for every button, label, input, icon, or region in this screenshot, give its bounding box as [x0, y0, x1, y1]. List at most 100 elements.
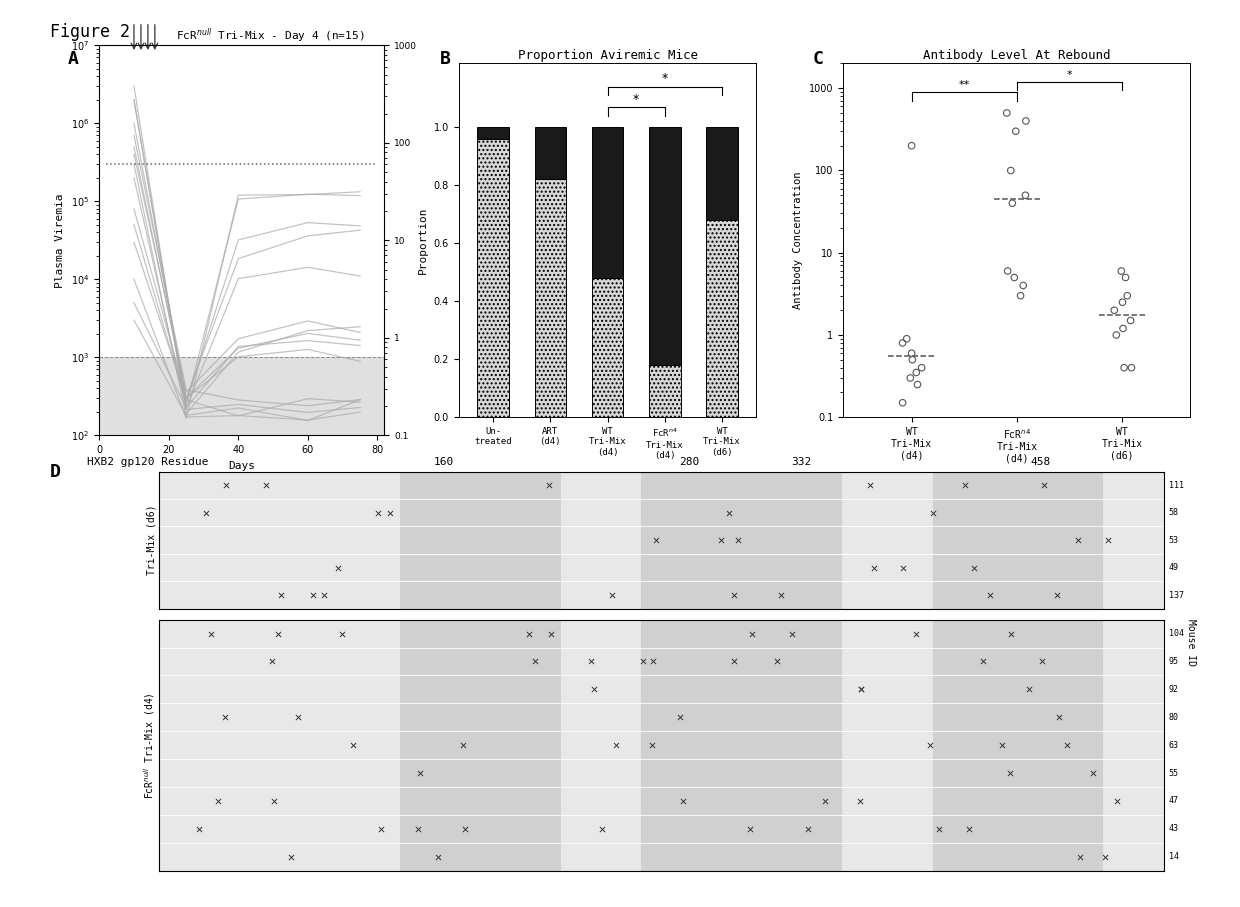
Text: 49: 49 — [1169, 563, 1179, 572]
Bar — [401, 619, 560, 871]
Point — [771, 588, 791, 602]
Point — [1111, 264, 1131, 278]
Point — [1011, 288, 1030, 303]
Text: Figure 2: Figure 2 — [50, 23, 130, 41]
Point — [368, 505, 388, 520]
Point — [1018, 682, 1038, 697]
Point — [901, 346, 921, 360]
Point — [1116, 270, 1136, 285]
Point — [190, 822, 210, 836]
Point — [992, 738, 1012, 753]
Point — [518, 627, 538, 641]
Point — [959, 822, 978, 836]
Point — [372, 822, 392, 836]
Text: B: B — [440, 50, 451, 68]
Point — [216, 478, 236, 493]
Point — [673, 794, 693, 808]
Point — [1099, 533, 1118, 548]
Point — [584, 682, 604, 697]
Point — [973, 654, 993, 668]
Point — [997, 106, 1017, 121]
Text: Mouse ID: Mouse ID — [1185, 619, 1197, 666]
Point — [1084, 766, 1104, 780]
Text: 137: 137 — [1169, 590, 1184, 600]
Text: 111: 111 — [1169, 481, 1184, 490]
Point — [314, 588, 334, 602]
Text: 58: 58 — [1169, 508, 1179, 517]
Bar — [707, 220, 738, 417]
X-axis label: Days: Days — [228, 461, 255, 471]
Point — [1004, 270, 1024, 285]
Point — [1034, 478, 1054, 493]
Bar — [534, 127, 567, 180]
Point — [724, 588, 744, 602]
Point — [1115, 360, 1135, 375]
Bar — [99, 357, 384, 435]
Point — [903, 353, 923, 367]
Point — [740, 822, 760, 836]
Point — [539, 478, 559, 493]
Text: *: * — [1066, 70, 1073, 81]
Text: 43: 43 — [1169, 824, 1179, 834]
Bar — [591, 278, 624, 417]
Point — [580, 654, 600, 668]
Point — [965, 561, 985, 575]
Bar — [401, 472, 560, 609]
Point — [634, 654, 653, 668]
Point — [670, 710, 689, 725]
Bar — [932, 619, 1104, 871]
Point — [1105, 303, 1125, 317]
Point — [1070, 850, 1090, 864]
Bar — [649, 365, 681, 417]
Bar — [761, 619, 842, 871]
Point — [901, 139, 921, 153]
Point — [1121, 313, 1141, 327]
Point — [998, 264, 1018, 278]
Text: 332: 332 — [791, 457, 811, 467]
Point — [851, 682, 870, 697]
Point — [272, 588, 291, 602]
Text: 80: 80 — [1169, 713, 1179, 722]
Text: **: ** — [959, 80, 970, 90]
Point — [719, 505, 739, 520]
Point — [288, 710, 308, 725]
Point — [920, 738, 940, 753]
Point — [1006, 124, 1025, 139]
Point — [646, 533, 666, 548]
Point — [264, 794, 284, 808]
Point — [196, 505, 216, 520]
Point — [849, 794, 869, 808]
Text: 280: 280 — [680, 457, 699, 467]
Point — [1016, 113, 1035, 128]
Text: D: D — [50, 463, 61, 481]
Title: Proportion Aviremic Mice: Proportion Aviremic Mice — [517, 49, 698, 63]
Text: *: * — [634, 93, 640, 105]
Point — [263, 654, 283, 668]
Point — [1002, 196, 1022, 210]
Bar — [761, 472, 842, 609]
Point — [893, 336, 913, 350]
Point — [906, 366, 926, 380]
Point — [924, 505, 944, 520]
Point — [642, 654, 662, 668]
Point — [1049, 710, 1069, 725]
Point — [728, 533, 748, 548]
Text: 14: 14 — [1169, 853, 1179, 862]
Text: 160: 160 — [434, 457, 454, 467]
Y-axis label: Proportion: Proportion — [418, 207, 428, 274]
Point — [327, 561, 347, 575]
Point — [603, 588, 622, 602]
Point — [781, 627, 801, 641]
Point — [893, 395, 913, 410]
Point — [1016, 188, 1035, 202]
Point — [268, 627, 288, 641]
Text: 95: 95 — [1169, 657, 1179, 666]
Point — [999, 766, 1019, 780]
Point — [379, 505, 399, 520]
Bar — [477, 139, 508, 417]
Point — [955, 478, 975, 493]
Point — [864, 561, 884, 575]
Point — [1107, 794, 1127, 808]
Y-axis label: Plasma Viremia: Plasma Viremia — [56, 193, 66, 288]
Text: 53: 53 — [1169, 536, 1179, 545]
